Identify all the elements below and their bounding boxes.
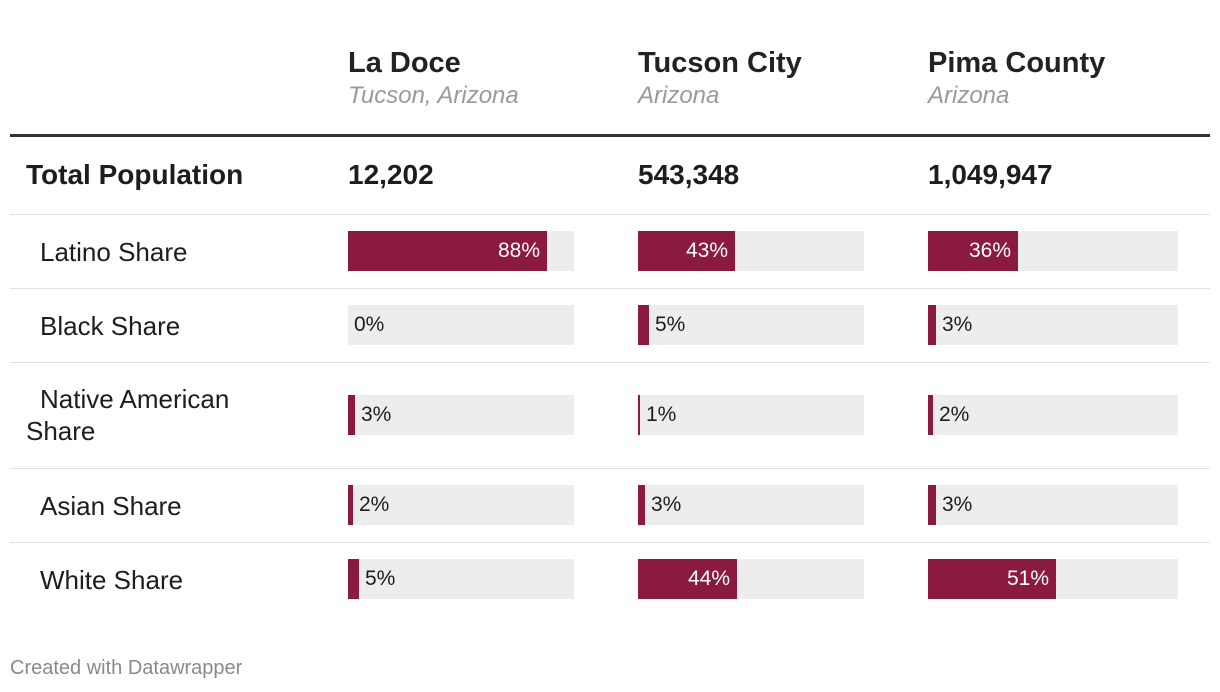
- bar-value-label: 3%: [361, 403, 392, 426]
- table-row: Asian Share 2% 3% 3%: [10, 469, 1210, 543]
- bar-track: 0%: [348, 305, 574, 345]
- total-value: 12,202: [348, 159, 434, 190]
- bar: [348, 485, 353, 525]
- credit-footer: Created with Datawrapper: [10, 657, 243, 679]
- bar-track: 51%: [928, 559, 1178, 599]
- bar-value-label: 2%: [939, 403, 970, 426]
- bar-track: 1%: [638, 395, 864, 435]
- bar: [928, 559, 1056, 599]
- bar-value-label: 5%: [655, 313, 686, 336]
- column-subtitle: Tucson, Arizona: [348, 82, 519, 109]
- table-row: Latino Share 88% 43% 36%: [10, 215, 1210, 289]
- bar-value-label: 88%: [497, 239, 540, 262]
- bar-track: 43%: [638, 231, 864, 271]
- bar: [638, 485, 645, 525]
- bar-track: 2%: [348, 485, 574, 525]
- row-label: Latino Share: [40, 237, 188, 267]
- table-row: Black Share 0% 5% 3%: [10, 289, 1210, 363]
- bar-value-label: 44%: [687, 567, 730, 590]
- total-value: 1,049,947: [928, 159, 1053, 190]
- row-label: White Share: [40, 565, 184, 595]
- row-label: Native American Share: [26, 384, 230, 446]
- bar: [348, 231, 547, 271]
- bar: [348, 559, 359, 599]
- bar: [348, 395, 355, 435]
- column-title: Pima County: [928, 47, 1106, 79]
- bar-value-label: 51%: [1006, 567, 1049, 590]
- bar: [638, 395, 640, 435]
- row-label: Total Population: [26, 159, 244, 190]
- column-subtitle: Arizona: [638, 82, 720, 109]
- bar-track: 3%: [928, 305, 1178, 345]
- table-header: La Doce Tucson, Arizona Tucson City Ariz…: [10, 0, 1210, 137]
- total-value: 543,348: [638, 159, 740, 190]
- bar: [638, 305, 649, 345]
- bar-value-label: 3%: [942, 493, 973, 516]
- bar-value-label: 36%: [968, 239, 1011, 262]
- bar-track: 2%: [928, 395, 1178, 435]
- bar-value-label: 3%: [651, 493, 682, 516]
- bar-track: 44%: [638, 559, 864, 599]
- bar-value-label: 0%: [354, 313, 385, 336]
- bar: [928, 395, 933, 435]
- bar-track: 5%: [348, 559, 574, 599]
- bar-track: 5%: [638, 305, 864, 345]
- column-header-tucson-city: Tucson City Arizona: [638, 45, 802, 111]
- bar: [928, 485, 936, 525]
- row-label: Asian Share: [40, 491, 182, 521]
- total-population-row: Total Population 12,202 543,348 1,049,94…: [10, 137, 1210, 215]
- column-header-pima-county: Pima County Arizona: [928, 45, 1105, 111]
- table-row: White Share 5% 44% 51%: [10, 543, 1210, 616]
- bar-value-label: 43%: [685, 239, 728, 262]
- bar-track: 3%: [928, 485, 1178, 525]
- column-header-la-doce: La Doce Tucson, Arizona: [348, 45, 519, 111]
- bar-track: 3%: [638, 485, 864, 525]
- bar-track: 3%: [348, 395, 574, 435]
- bar-value-label: 5%: [365, 567, 396, 590]
- column-subtitle: Arizona: [928, 82, 1010, 109]
- bar: [638, 231, 735, 271]
- row-label: Black Share: [40, 311, 181, 341]
- column-title: La Doce: [348, 47, 461, 79]
- table-row: Native American Share 3% 1% 2%: [10, 363, 1210, 469]
- bar: [638, 559, 737, 599]
- bar-value-label: 2%: [359, 493, 390, 516]
- bar-track: 88%: [348, 231, 574, 271]
- bar-track: 36%: [928, 231, 1178, 271]
- bar-value-label: 3%: [942, 313, 973, 336]
- column-title: Tucson City: [638, 47, 802, 79]
- bar: [928, 305, 936, 345]
- bar: [928, 231, 1018, 271]
- comparison-table: La Doce Tucson, Arizona Tucson City Ariz…: [10, 0, 1210, 616]
- bar-value-label: 1%: [646, 403, 677, 426]
